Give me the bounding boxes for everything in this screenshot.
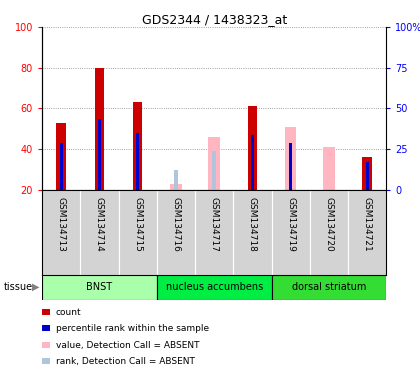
Bar [289, 143, 292, 190]
Text: dorsal striatum: dorsal striatum [292, 282, 366, 292]
Bar [56, 123, 66, 190]
Bar [348, 190, 386, 275]
Bar [362, 157, 372, 190]
Text: GSM134714: GSM134714 [95, 197, 104, 252]
Bar [285, 127, 297, 190]
Bar [42, 190, 80, 275]
Text: GSM134719: GSM134719 [286, 197, 295, 252]
Text: rank, Detection Call = ABSENT: rank, Detection Call = ABSENT [56, 357, 195, 366]
Bar [118, 190, 157, 275]
Text: GSM134717: GSM134717 [210, 197, 219, 252]
Bar [94, 68, 104, 190]
Bar [323, 147, 335, 190]
Bar [136, 133, 139, 190]
Bar [170, 184, 182, 190]
Bar [195, 190, 234, 275]
Bar [208, 137, 220, 190]
Text: nucleus accumbens: nucleus accumbens [165, 282, 263, 292]
Text: BNST: BNST [87, 282, 113, 292]
Text: GSM134718: GSM134718 [248, 197, 257, 252]
Text: percentile rank within the sample: percentile rank within the sample [56, 324, 209, 333]
Bar [251, 135, 254, 190]
Bar [98, 119, 101, 190]
Bar [60, 143, 63, 190]
Text: GSM134715: GSM134715 [133, 197, 142, 252]
Bar [272, 275, 386, 300]
Bar [212, 151, 216, 190]
Bar [157, 190, 195, 275]
Text: GSM134721: GSM134721 [363, 197, 372, 252]
Text: GSM134716: GSM134716 [171, 197, 181, 252]
Bar [310, 190, 348, 275]
Text: GSM134713: GSM134713 [57, 197, 66, 252]
Bar [366, 162, 369, 190]
Bar [272, 190, 310, 275]
Bar [133, 103, 142, 190]
Bar [234, 190, 272, 275]
Text: tissue: tissue [4, 282, 33, 292]
Text: GSM134720: GSM134720 [325, 197, 333, 252]
Bar [174, 170, 178, 190]
Bar [248, 106, 257, 190]
Title: GDS2344 / 1438323_at: GDS2344 / 1438323_at [142, 13, 287, 26]
Bar [42, 275, 157, 300]
Text: ▶: ▶ [32, 282, 39, 292]
Bar [157, 275, 272, 300]
Text: count: count [56, 308, 81, 317]
Bar [80, 190, 118, 275]
Text: value, Detection Call = ABSENT: value, Detection Call = ABSENT [56, 341, 200, 350]
